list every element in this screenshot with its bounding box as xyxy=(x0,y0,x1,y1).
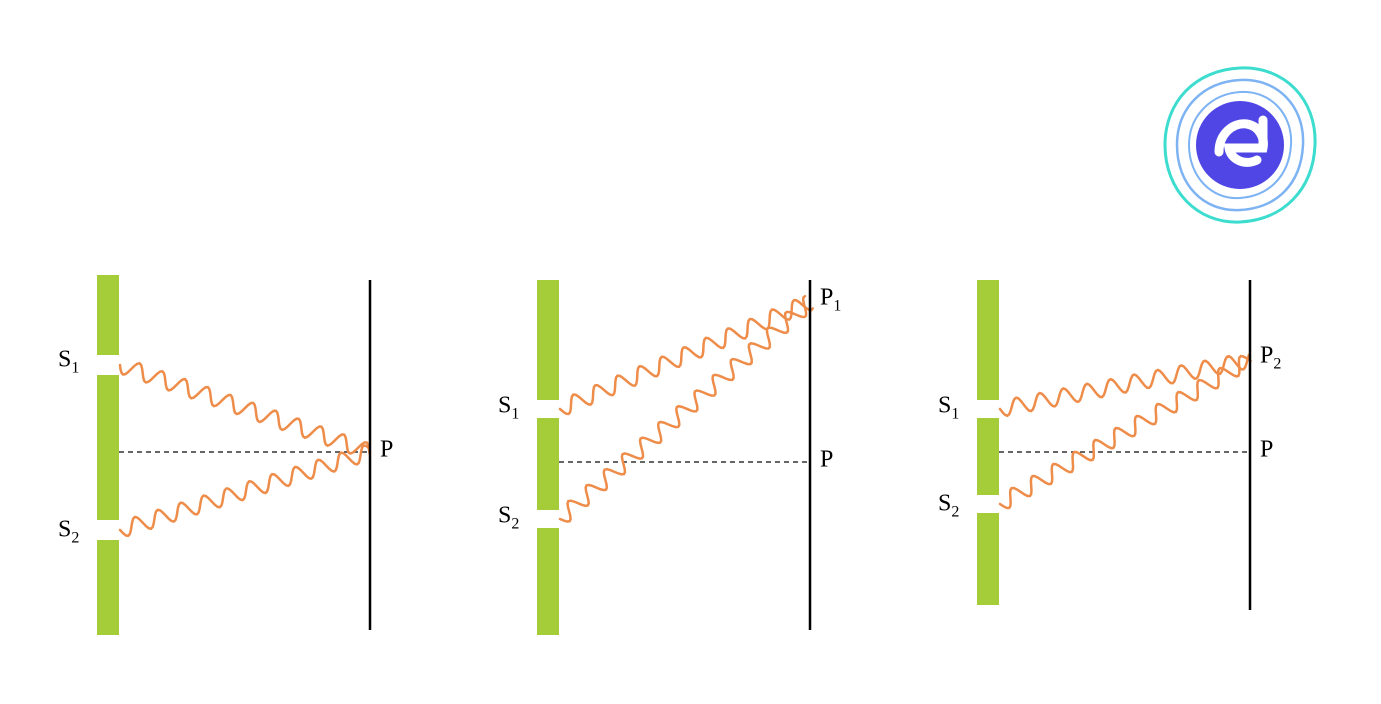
wave-path-1 xyxy=(560,300,813,414)
wave-path-2 xyxy=(560,296,806,521)
slit-label-s2: S2 xyxy=(938,491,959,522)
slit-barrier-segment-3 xyxy=(97,540,119,635)
label-text: P xyxy=(1260,437,1273,463)
diagram-1: S1S2P xyxy=(60,270,400,640)
label-text: S xyxy=(938,491,951,517)
label-text: P xyxy=(820,447,833,473)
slit-barrier-segment-3 xyxy=(977,513,999,605)
slit-label-s1: S1 xyxy=(58,347,79,378)
slit-barrier-segment-3 xyxy=(537,528,559,635)
wave-path-1 xyxy=(120,363,370,453)
brand-logo xyxy=(1155,60,1325,230)
slit-barrier-segment-1 xyxy=(537,280,559,400)
label-text: S xyxy=(58,347,71,373)
label-subscript: 1 xyxy=(833,297,841,314)
label-text: P xyxy=(380,437,393,463)
diagram-2: S1S2P1P xyxy=(500,270,840,640)
label-subscript: 2 xyxy=(71,529,79,546)
slit-barrier-segment-2 xyxy=(97,375,119,520)
diagram-3: S1S2P2P xyxy=(940,270,1280,640)
label-subscript: 1 xyxy=(951,405,959,422)
label-subscript: 2 xyxy=(1273,355,1281,372)
slit-barrier-segment-1 xyxy=(977,280,999,400)
point-label-p: P xyxy=(1260,437,1273,464)
label-subscript: 2 xyxy=(951,503,959,520)
slit-label-s1: S1 xyxy=(498,393,519,424)
slit-barrier-segment-2 xyxy=(537,418,559,510)
label-subscript: 2 xyxy=(511,515,519,532)
point-label-p: P xyxy=(820,447,833,474)
label-text: S xyxy=(58,517,71,543)
slit-label-s2: S2 xyxy=(58,517,79,548)
point-label-p2: P2 xyxy=(1260,343,1281,374)
label-text: P xyxy=(1260,343,1273,369)
point-label-p1: P1 xyxy=(820,285,841,316)
slit-barrier-segment-1 xyxy=(97,275,119,355)
label-text: S xyxy=(938,393,951,419)
label-subscript: 1 xyxy=(511,405,519,422)
label-text: S xyxy=(498,503,511,529)
slit-label-s1: S1 xyxy=(938,393,959,424)
label-text: S xyxy=(498,393,511,419)
wave-path-2 xyxy=(1000,356,1251,508)
label-subscript: 1 xyxy=(71,359,79,376)
slit-barrier-segment-2 xyxy=(977,418,999,495)
label-text: P xyxy=(820,285,833,311)
point-label-p: P xyxy=(380,437,393,464)
wave-path-2 xyxy=(120,446,369,536)
slit-label-s2: S2 xyxy=(498,503,519,534)
